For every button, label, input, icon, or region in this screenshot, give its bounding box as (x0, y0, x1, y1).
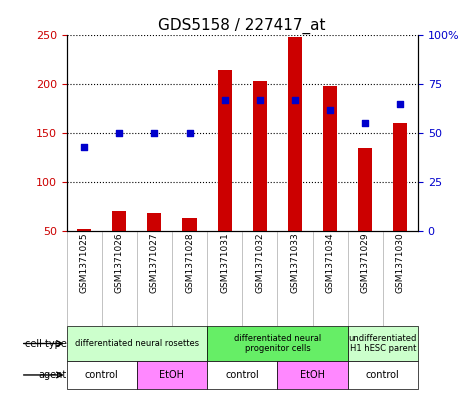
Point (397, 101, 404, 107)
Bar (182, 218, 197, 231)
Text: GSM1371032: GSM1371032 (256, 233, 264, 293)
Text: EtOH: EtOH (160, 370, 184, 380)
Point (256, 97, 264, 103)
Point (151, 130, 158, 136)
Text: cell type: cell type (25, 338, 67, 349)
Bar (207, 326, 348, 361)
Text: control: control (85, 370, 119, 380)
Text: control: control (366, 370, 400, 380)
Text: ■: ■ (66, 390, 78, 393)
Text: GSM1371031: GSM1371031 (220, 233, 229, 293)
Text: GSM1371025: GSM1371025 (80, 233, 88, 293)
Bar (77, 229, 91, 231)
Point (221, 97, 228, 103)
Title: GDS5158 / 227417_at: GDS5158 / 227417_at (159, 18, 326, 34)
Text: control: control (225, 370, 259, 380)
Bar (147, 213, 162, 231)
Point (361, 120, 369, 127)
Bar (207, 361, 277, 389)
Text: GSM1371030: GSM1371030 (396, 233, 405, 293)
Bar (348, 326, 418, 361)
Text: GSM1371033: GSM1371033 (291, 233, 299, 293)
Point (115, 130, 123, 136)
Text: GSM1371027: GSM1371027 (150, 233, 159, 293)
Bar (253, 81, 267, 231)
Bar (288, 37, 302, 231)
Point (80, 143, 88, 150)
Bar (393, 123, 408, 231)
Point (291, 97, 299, 103)
Text: undifferentiated
H1 hESC parent: undifferentiated H1 hESC parent (349, 334, 417, 353)
Bar (358, 148, 372, 231)
Bar (66, 361, 137, 389)
Bar (323, 86, 337, 231)
Text: agent: agent (38, 370, 66, 380)
Bar (112, 211, 126, 231)
Bar (137, 361, 207, 389)
Text: differentiated neural rosettes: differentiated neural rosettes (75, 339, 199, 348)
Text: GSM1371029: GSM1371029 (361, 233, 370, 293)
Bar (66, 326, 207, 361)
Text: differentiated neural
progenitor cells: differentiated neural progenitor cells (234, 334, 321, 353)
Text: GSM1371028: GSM1371028 (185, 233, 194, 293)
Bar (277, 361, 348, 389)
Text: GSM1371034: GSM1371034 (326, 233, 334, 293)
Bar (218, 70, 232, 231)
Text: GSM1371026: GSM1371026 (115, 233, 124, 293)
Bar (348, 361, 418, 389)
Text: EtOH: EtOH (300, 370, 325, 380)
Point (326, 107, 334, 113)
Point (186, 130, 193, 136)
